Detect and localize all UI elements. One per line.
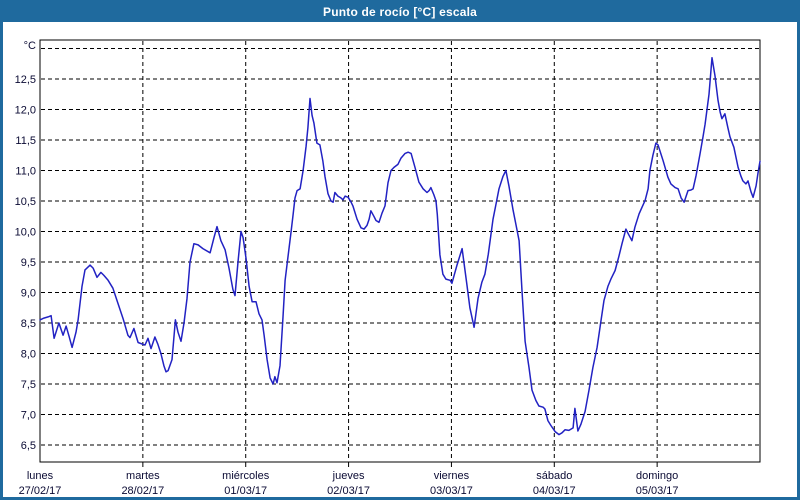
x-day-name-label: domingo xyxy=(636,470,678,482)
x-day-name-label: sábado xyxy=(536,470,572,482)
title-bar: Punto de rocío [°C] escala xyxy=(2,2,798,22)
x-day-name-label: martes xyxy=(126,470,160,482)
y-tick-label: 11,0 xyxy=(15,166,36,178)
y-tick-label: 9,0 xyxy=(21,288,36,300)
y-tick-label: 12,0 xyxy=(15,105,36,117)
plot-border xyxy=(39,39,761,463)
x-day-name-label: lunes xyxy=(27,470,54,482)
x-day-date-label: 01/03/17 xyxy=(224,485,267,497)
x-day-date-label: 28/02/17 xyxy=(121,485,164,497)
y-tick-label: 8,0 xyxy=(21,349,36,361)
x-day-date-label: 04/03/17 xyxy=(533,485,576,497)
y-tick-label: 9,5 xyxy=(21,257,36,269)
x-day-name-label: viernes xyxy=(434,470,470,482)
dew-point-series-line xyxy=(39,56,761,436)
x-day-name-label: miércoles xyxy=(222,470,270,482)
dew-point-line-chart: °C 12,5 12,0 11,5 11,0 10,5 10,0 9,5 9,0 8,5 8,0 7,… xyxy=(15,39,761,497)
x-day-date-label: 03/03/17 xyxy=(430,485,473,497)
x-day-date-label: 05/03/17 xyxy=(636,485,679,497)
x-day-name-label: jueves xyxy=(332,470,365,482)
y-tick-label: 11,5 xyxy=(15,135,36,147)
chart-title: Punto de rocío [°C] escala xyxy=(322,5,478,19)
chart-area: °C 12,5 12,0 11,5 11,0 10,5 10,0 9,5 9,0 8,5 8,0 7,… xyxy=(3,3,797,497)
y-tick-label: 8,5 xyxy=(21,318,36,330)
y-tick-label: 10,5 xyxy=(15,196,36,208)
y-tick-label: 7,0 xyxy=(21,410,36,422)
y-axis-unit-label: °C xyxy=(24,40,36,52)
y-tick-label: 7,5 xyxy=(21,379,36,391)
y-tick-label: 6,5 xyxy=(21,440,36,452)
y-tick-label: 10,0 xyxy=(15,227,36,239)
x-day-date-label: 27/02/17 xyxy=(19,485,62,497)
y-tick-label: 12,5 xyxy=(15,74,36,86)
x-day-date-label: 02/03/17 xyxy=(327,485,370,497)
